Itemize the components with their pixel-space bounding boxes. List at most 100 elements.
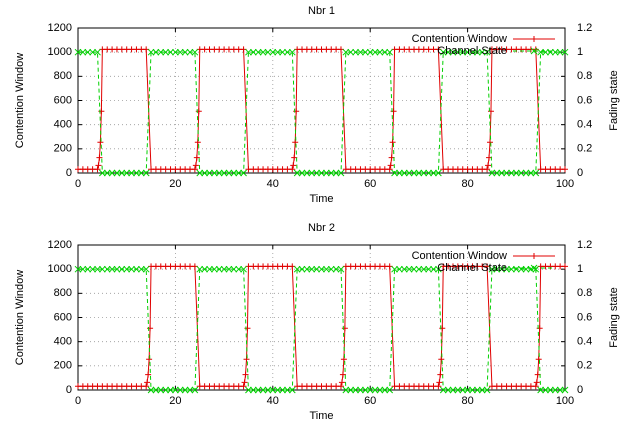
point-marker: [366, 386, 374, 394]
y-axis-label: Contention Window: [14, 53, 26, 148]
point-marker: [327, 265, 335, 273]
point-marker: [337, 383, 344, 390]
point-marker: [293, 169, 301, 177]
point-marker: [211, 169, 218, 177]
x-tick-label: 0: [75, 395, 81, 407]
point-marker: [361, 48, 369, 56]
y-tick-label: 1000: [48, 263, 72, 275]
point-marker: [386, 386, 394, 394]
point-marker: [133, 169, 140, 177]
legend-label: Contention Window: [412, 250, 507, 262]
point-marker: [240, 383, 247, 390]
point-marker: [376, 386, 384, 394]
point-marker: [201, 265, 208, 273]
point-marker: [512, 265, 520, 273]
point-marker: [242, 371, 249, 378]
point-marker: [439, 48, 447, 56]
point-marker: [547, 386, 554, 394]
y-tick-label: 1200: [48, 239, 72, 251]
point-marker: [352, 48, 359, 56]
point-marker: [240, 265, 247, 273]
point-marker: [225, 169, 233, 177]
point-marker: [128, 265, 135, 273]
legend-label: Channel State: [437, 262, 507, 274]
point-marker: [137, 265, 145, 273]
point-marker: [84, 265, 92, 273]
point-marker: [341, 325, 348, 332]
point-marker: [371, 386, 379, 394]
point-marker: [503, 265, 510, 273]
legend-label: Channel State: [437, 45, 507, 57]
y-tick-label: 1200: [48, 22, 72, 34]
x-tick-label: 100: [556, 395, 574, 407]
point-marker: [352, 386, 359, 394]
point-marker: [371, 48, 379, 56]
point-marker: [391, 265, 398, 273]
point-marker: [449, 386, 457, 394]
point-marker: [376, 48, 384, 56]
point-marker: [551, 386, 559, 394]
point-marker: [142, 169, 150, 177]
y2-tick-label: 0.4: [577, 336, 592, 348]
point-marker: [387, 162, 394, 169]
x-tick-label: 60: [364, 395, 376, 407]
point-marker: [483, 48, 491, 56]
y-axis-label: Contention Window: [14, 270, 26, 365]
point-marker: [357, 48, 364, 56]
point-marker: [298, 265, 306, 273]
point-marker: [137, 169, 145, 177]
point-marker: [483, 386, 491, 394]
point-marker: [532, 169, 540, 177]
point-marker: [313, 169, 320, 177]
legend-marker: [531, 253, 537, 259]
y2-tick-label: 0: [577, 384, 583, 396]
point-marker: [396, 265, 403, 273]
point-marker: [269, 386, 277, 394]
y2-tick-label: 1: [577, 46, 583, 58]
point-marker: [249, 48, 257, 56]
point-marker: [244, 325, 251, 332]
point-marker: [230, 265, 238, 273]
point-marker: [508, 265, 515, 273]
point-marker: [485, 162, 492, 169]
point-marker: [206, 169, 213, 177]
point-marker: [430, 169, 437, 177]
point-marker: [400, 169, 408, 177]
point-marker: [318, 169, 325, 177]
y2-tick-label: 0.6: [577, 311, 592, 323]
point-marker: [547, 48, 554, 56]
point-marker: [144, 379, 151, 386]
point-marker: [430, 265, 437, 273]
point-marker: [176, 386, 184, 394]
point-marker: [142, 265, 150, 273]
point-marker: [313, 265, 320, 273]
point-marker: [361, 386, 369, 394]
point-marker: [108, 169, 116, 177]
x-axis-label: Time: [309, 193, 333, 205]
point-marker: [522, 169, 530, 177]
point-marker: [289, 166, 296, 173]
point-marker: [103, 265, 111, 273]
y-tick-label: 600: [54, 311, 72, 323]
point-marker: [194, 139, 201, 146]
point-marker: [420, 169, 428, 177]
y-tick-label: 800: [54, 287, 72, 299]
point-marker: [279, 48, 286, 56]
point-marker: [288, 386, 296, 394]
point-marker: [410, 169, 418, 177]
point-marker: [390, 108, 397, 115]
point-marker: [357, 386, 364, 394]
point-marker: [284, 48, 291, 56]
point-marker: [536, 325, 543, 332]
point-marker: [220, 169, 228, 177]
point-marker: [284, 386, 291, 394]
point-marker: [454, 48, 462, 56]
point-marker: [366, 48, 374, 56]
point-marker: [230, 169, 238, 177]
point-marker: [113, 265, 121, 273]
point-marker: [123, 265, 131, 273]
x-tick-label: 100: [556, 178, 574, 190]
x-tick-label: 80: [461, 395, 473, 407]
point-marker: [279, 386, 286, 394]
